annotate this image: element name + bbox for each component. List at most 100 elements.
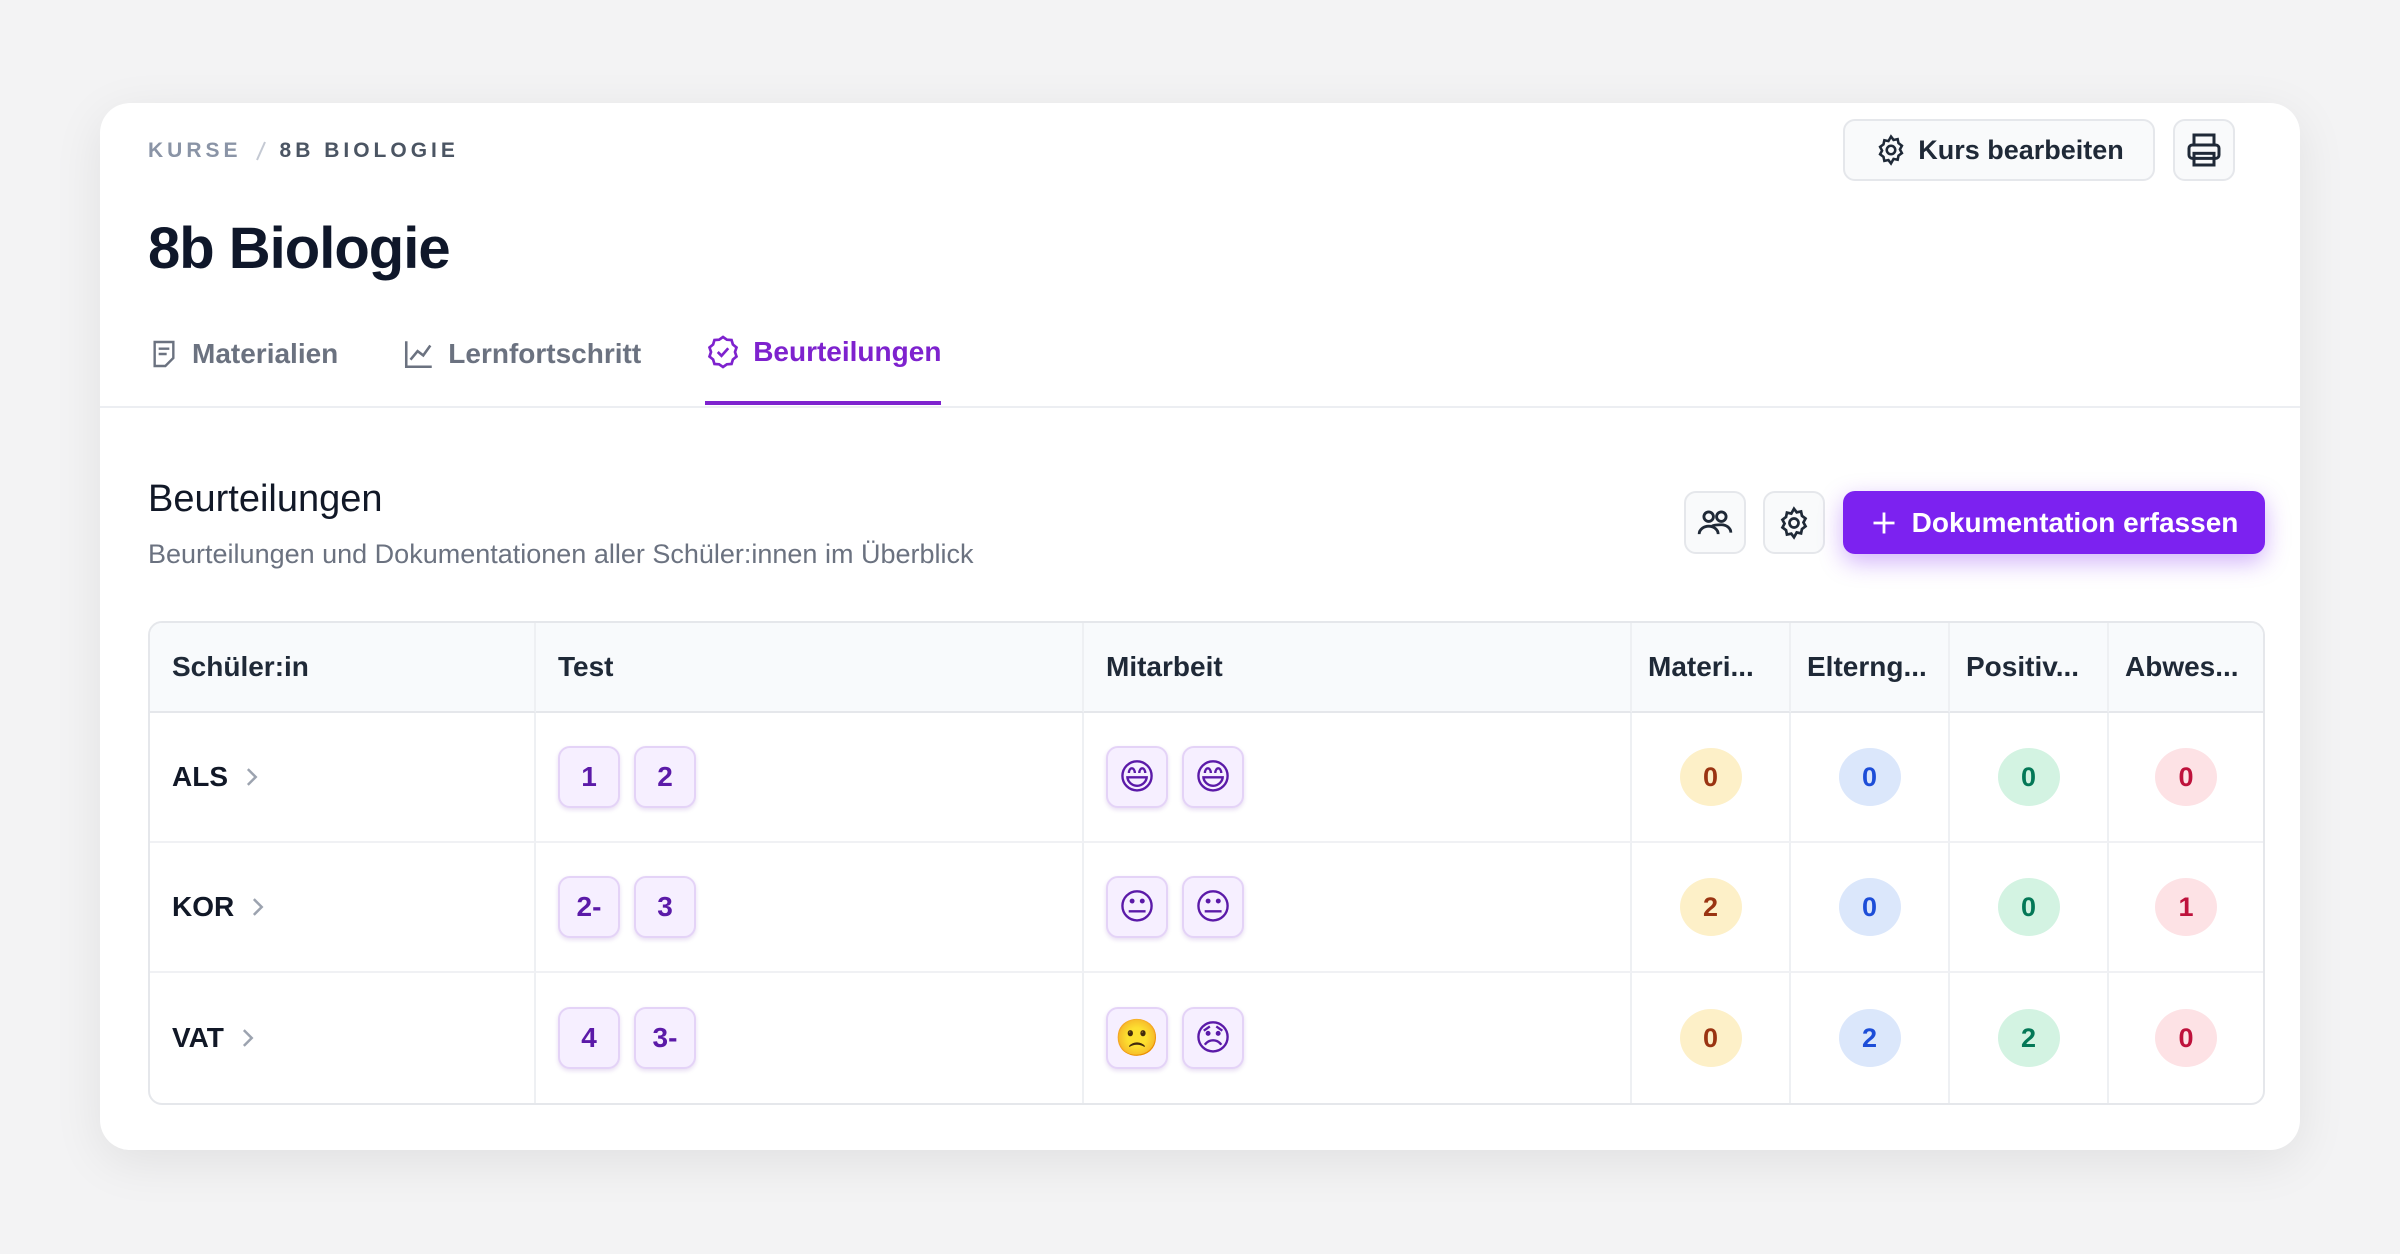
count-cell: 0 bbox=[2109, 973, 2263, 1103]
count-cell: 2 bbox=[1632, 843, 1791, 973]
breadcrumb-link[interactable]: KURSE bbox=[148, 139, 242, 162]
count-badge: 0 bbox=[1997, 878, 2060, 936]
count-badge: 2 bbox=[1838, 1009, 1901, 1067]
count-badge: 1 bbox=[2155, 878, 2217, 936]
page-title: 8b Biologie bbox=[148, 216, 451, 281]
grade-chip[interactable]: 3- bbox=[634, 1007, 696, 1069]
tab-label: Lernfortschritt bbox=[448, 338, 642, 369]
breadcrumb: KURSE 8B BIOLOGIE bbox=[148, 139, 459, 163]
count-cell: 0 bbox=[2109, 713, 2263, 843]
count-cell: 1 bbox=[2109, 843, 2263, 973]
student-name: VAT bbox=[172, 1022, 224, 1053]
column-header: Positiv... bbox=[1950, 623, 2109, 713]
chevron-icon bbox=[253, 898, 264, 916]
divider bbox=[100, 406, 2300, 408]
column-header: Elterng... bbox=[1791, 623, 1950, 713]
table-body: ALS 1 2 😄 😄 0 0 0 0 KOR 2- 3 😐 😐 2 0 0 1 VAT 4 3- 🙁 😞 0 2 2 0 bbox=[150, 713, 2263, 1103]
grade-chip[interactable]: 1 bbox=[558, 746, 620, 808]
student-row: ALS 1 2 😄 😄 0 0 0 0 bbox=[150, 713, 2263, 843]
edit-course-button[interactable]: Kurs bearbeiten bbox=[1843, 119, 2155, 181]
count-cell: 0 bbox=[1791, 713, 1950, 843]
grade-chip[interactable]: 4 bbox=[558, 1007, 620, 1069]
tab[interactable]: Materialien bbox=[148, 329, 338, 405]
emoji-chip[interactable]: 😐 bbox=[1106, 876, 1168, 938]
add-documentation-button[interactable]: Dokumentation erfassen bbox=[1843, 491, 2265, 554]
participation-cell: 😄 😄 bbox=[1084, 713, 1632, 843]
student-row: VAT 4 3- 🙁 😞 0 2 2 0 bbox=[150, 973, 2263, 1103]
count-cell: 0 bbox=[1791, 843, 1950, 973]
section-title: Beurteilungen bbox=[148, 478, 383, 520]
users-icon bbox=[1697, 509, 1733, 534]
count-badge: 0 bbox=[2155, 1009, 2217, 1067]
tab-label: Beurteilungen bbox=[753, 336, 942, 367]
column-header: Test bbox=[536, 623, 1084, 713]
document-icon bbox=[153, 340, 175, 368]
count-cell: 0 bbox=[1950, 713, 2109, 843]
emoji-chip[interactable]: 😄 bbox=[1182, 746, 1244, 808]
header-row: Schüler:in Test Mitarbeit Materi... Elterng.… bbox=[150, 623, 2263, 713]
test-cell: 4 3- bbox=[536, 973, 1084, 1103]
printer-icon bbox=[2187, 133, 2221, 167]
count-badge: 2 bbox=[1679, 878, 1742, 936]
count-badge: 0 bbox=[1838, 748, 1901, 806]
test-cell: 2- 3 bbox=[536, 843, 1084, 973]
badge-check-icon bbox=[708, 335, 739, 369]
participation-cell: 😐 😐 bbox=[1084, 843, 1632, 973]
chevron-icon bbox=[242, 1029, 254, 1047]
plus-icon bbox=[1873, 512, 1895, 533]
emoji-chip[interactable]: 😄 bbox=[1106, 746, 1168, 808]
student-link[interactable]: VAT bbox=[172, 1022, 512, 1054]
column-header: Schüler:in bbox=[150, 623, 536, 713]
settings-button[interactable] bbox=[1763, 491, 1825, 554]
count-badge: 0 bbox=[2155, 748, 2217, 806]
tab-active[interactable]: Beurteilungen bbox=[705, 329, 942, 405]
count-cell: 2 bbox=[1791, 973, 1950, 1103]
tabs: Materialien Lernfortschritt Beurteilunge… bbox=[148, 329, 942, 405]
tab-label: Materialien bbox=[192, 338, 339, 369]
count-cell: 0 bbox=[1950, 843, 2109, 973]
button-label: Dokumentation erfassen bbox=[1911, 506, 2239, 538]
count-cell: 0 bbox=[1632, 713, 1791, 843]
student-link[interactable]: KOR bbox=[172, 891, 512, 923]
chart-icon bbox=[405, 341, 433, 369]
count-badge: 2 bbox=[1997, 1009, 2060, 1067]
emoji-chip[interactable]: 😞 bbox=[1182, 1007, 1244, 1069]
student-name: ALS bbox=[172, 761, 228, 792]
print-button[interactable] bbox=[2173, 119, 2235, 181]
count-badge: 0 bbox=[1679, 748, 1742, 806]
chevron-icon bbox=[246, 768, 258, 786]
count-badge: 0 bbox=[1997, 748, 2060, 806]
student-cell: VAT bbox=[150, 973, 536, 1103]
emoji-chip[interactable]: 🙁 bbox=[1106, 1007, 1168, 1069]
student-name: KOR bbox=[172, 891, 235, 922]
tab[interactable]: Lernfortschritt bbox=[402, 329, 641, 405]
column-header: Mitarbeit bbox=[1084, 623, 1632, 713]
breadcrumb-separator bbox=[255, 141, 266, 161]
column-header: Abwes... bbox=[2109, 623, 2263, 713]
group-button[interactable] bbox=[1684, 491, 1746, 554]
section-subtitle: Beurteilungen und Dokumentationen aller … bbox=[148, 539, 974, 569]
student-cell: KOR bbox=[150, 843, 536, 973]
count-cell: 2 bbox=[1950, 973, 2109, 1103]
count-cell: 0 bbox=[1632, 973, 1791, 1103]
course-card: KURSE 8B BIOLOGIE Kurs bearbeiten 8b Bio… bbox=[100, 103, 2300, 1150]
student-row: KOR 2- 3 😐 😐 2 0 0 1 bbox=[150, 843, 2263, 973]
student-link[interactable]: ALS bbox=[172, 761, 512, 793]
button-label: Kurs bearbeiten bbox=[1918, 134, 2124, 165]
gear-icon bbox=[1878, 134, 1904, 166]
student-cell: ALS bbox=[150, 713, 536, 843]
emoji-chip[interactable]: 😐 bbox=[1182, 876, 1244, 938]
grade-chip[interactable]: 3 bbox=[634, 876, 696, 938]
column-header: Materi... bbox=[1632, 623, 1791, 713]
gear-icon bbox=[1780, 505, 1808, 540]
grade-chip[interactable]: 2 bbox=[634, 746, 696, 808]
count-badge: 0 bbox=[1838, 878, 1901, 936]
count-badge: 0 bbox=[1679, 1009, 1742, 1067]
assessment-table: Schüler:in Test Mitarbeit Materi... Elterng.… bbox=[148, 621, 2265, 1105]
grade-chip[interactable]: 2- bbox=[558, 876, 620, 938]
participation-cell: 🙁 😞 bbox=[1084, 973, 1632, 1103]
breadcrumb-current: 8B BIOLOGIE bbox=[279, 139, 459, 162]
